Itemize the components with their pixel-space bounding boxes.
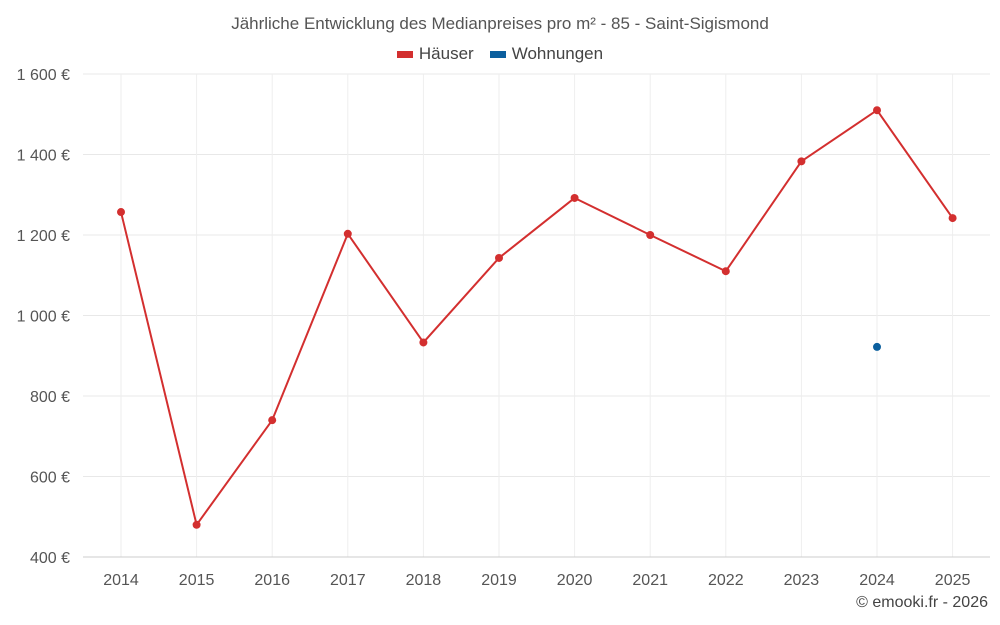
data-point-series-0	[721, 267, 730, 276]
data-point-series-0	[117, 208, 125, 217]
legend-label-haeuser: Häuser	[418, 44, 474, 63]
x-tick-label: 2025	[935, 572, 971, 589]
y-tick-label: 1 200 €	[17, 228, 70, 245]
x-tick-label: 2016	[254, 572, 290, 589]
data-point-series-0	[797, 157, 806, 166]
y-tick-label: 400 €	[30, 550, 70, 567]
data-point-series-0	[192, 520, 201, 529]
data-point-series-0	[948, 214, 957, 223]
x-tick-label: 2023	[784, 572, 820, 589]
y-tick-label: 800 €	[30, 389, 70, 406]
y-tick-label: 1 600 €	[17, 67, 70, 84]
data-point-series-1	[873, 342, 881, 351]
data-point-series-0	[495, 253, 503, 262]
legend-swatch-haeuser	[396, 50, 413, 58]
x-tick-label: 2024	[859, 572, 895, 589]
y-tick-label: 600 €	[30, 470, 70, 487]
data-point-series-0	[873, 106, 881, 115]
x-tick-label: 2022	[708, 572, 744, 589]
x-tick-label: 2017	[330, 572, 366, 589]
x-tick-label: 2019	[481, 572, 517, 589]
legend-item-wohnungen[interactable]: Wohnungen	[489, 44, 604, 64]
legend-swatch-wohnungen	[489, 50, 506, 58]
data-point-series-0	[268, 416, 277, 425]
data-point-series-0	[343, 229, 352, 238]
data-point-series-0	[570, 193, 579, 202]
x-tick-label: 2015	[179, 572, 215, 589]
legend-item-haeuser[interactable]: Häuser	[396, 44, 474, 64]
chart-title: Jährliche Entwicklung des Medianpreises …	[231, 14, 769, 33]
chart-legend: Häuser Wohnungen	[0, 44, 1000, 64]
legend-label-wohnungen: Wohnungen	[511, 44, 604, 63]
x-tick-label: 2014	[103, 572, 139, 589]
y-tick-label: 1 400 €	[17, 148, 70, 165]
series-line-0	[120, 109, 954, 526]
credit-text: © emooki.fr - 2026	[856, 594, 988, 611]
data-point-series-0	[646, 231, 655, 239]
y-tick-label: 1 000 €	[17, 309, 70, 326]
x-tick-label: 2020	[557, 572, 593, 589]
x-tick-label: 2021	[632, 572, 668, 589]
x-tick-label: 2018	[406, 572, 442, 589]
data-point-series-0	[419, 338, 428, 347]
